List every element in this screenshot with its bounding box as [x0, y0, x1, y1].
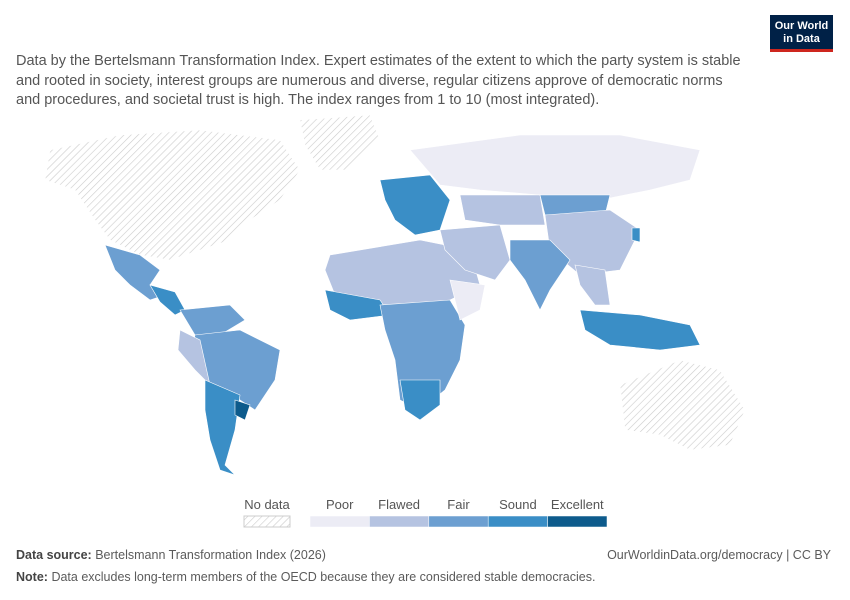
- legend-label: Flawed: [378, 497, 420, 512]
- india: [509, 239, 571, 311]
- legend-swatch: [428, 515, 489, 528]
- legend-label: Fair: [447, 497, 470, 512]
- colombia-venezuela: [179, 304, 246, 336]
- logo-line: Our World: [774, 20, 829, 32]
- indonesia: [579, 309, 701, 351]
- logo[interactable]: Our World in Data: [770, 15, 833, 52]
- legend-label: Sound: [499, 497, 537, 512]
- legend: No data Poor Flawed Fair Sound Excellent: [243, 497, 608, 528]
- central-america: [149, 284, 186, 316]
- source-label: Data source:: [16, 548, 92, 562]
- russia: [409, 134, 701, 201]
- legend-swatch: [547, 515, 608, 528]
- legend-label: Poor: [326, 497, 354, 512]
- legend-swatch: [487, 515, 548, 528]
- world-map: [44, 114, 746, 476]
- url[interactable]: OurWorldinData.org/democracy | CC BY: [607, 548, 831, 562]
- europe: [379, 174, 451, 236]
- countries: [44, 114, 746, 476]
- legend-label: Excellent: [551, 497, 604, 512]
- north-america: [44, 129, 301, 261]
- central-asia: [459, 194, 546, 226]
- source: Data source: Bertelsmann Transformation …: [16, 548, 326, 562]
- legend-label: No data: [244, 497, 290, 512]
- argentina-chile: [204, 379, 241, 476]
- east-africa: [449, 279, 486, 321]
- korea: [631, 227, 641, 243]
- legend-swatch: [369, 515, 430, 528]
- note: Note: Data excludes long-term members of…: [16, 570, 595, 584]
- legend-swatch: [309, 515, 370, 528]
- note-label: Note:: [16, 570, 48, 584]
- uruguay: [234, 399, 251, 421]
- source-text: Bertelsmann Transformation Index (2026): [95, 548, 326, 562]
- legend-swatch: [243, 515, 291, 528]
- peru-bolivia: [177, 329, 211, 386]
- southern-africa: [399, 379, 441, 421]
- note-text: Data excludes long-term members of the O…: [51, 570, 596, 584]
- subtitle: Data by the Bertelsmann Transformation I…: [16, 53, 741, 108]
- west-africa: [324, 289, 391, 321]
- southeast-asia: [574, 264, 611, 306]
- australia: [619, 359, 746, 451]
- greenland: [299, 114, 381, 171]
- logo-line: in Data: [783, 33, 820, 45]
